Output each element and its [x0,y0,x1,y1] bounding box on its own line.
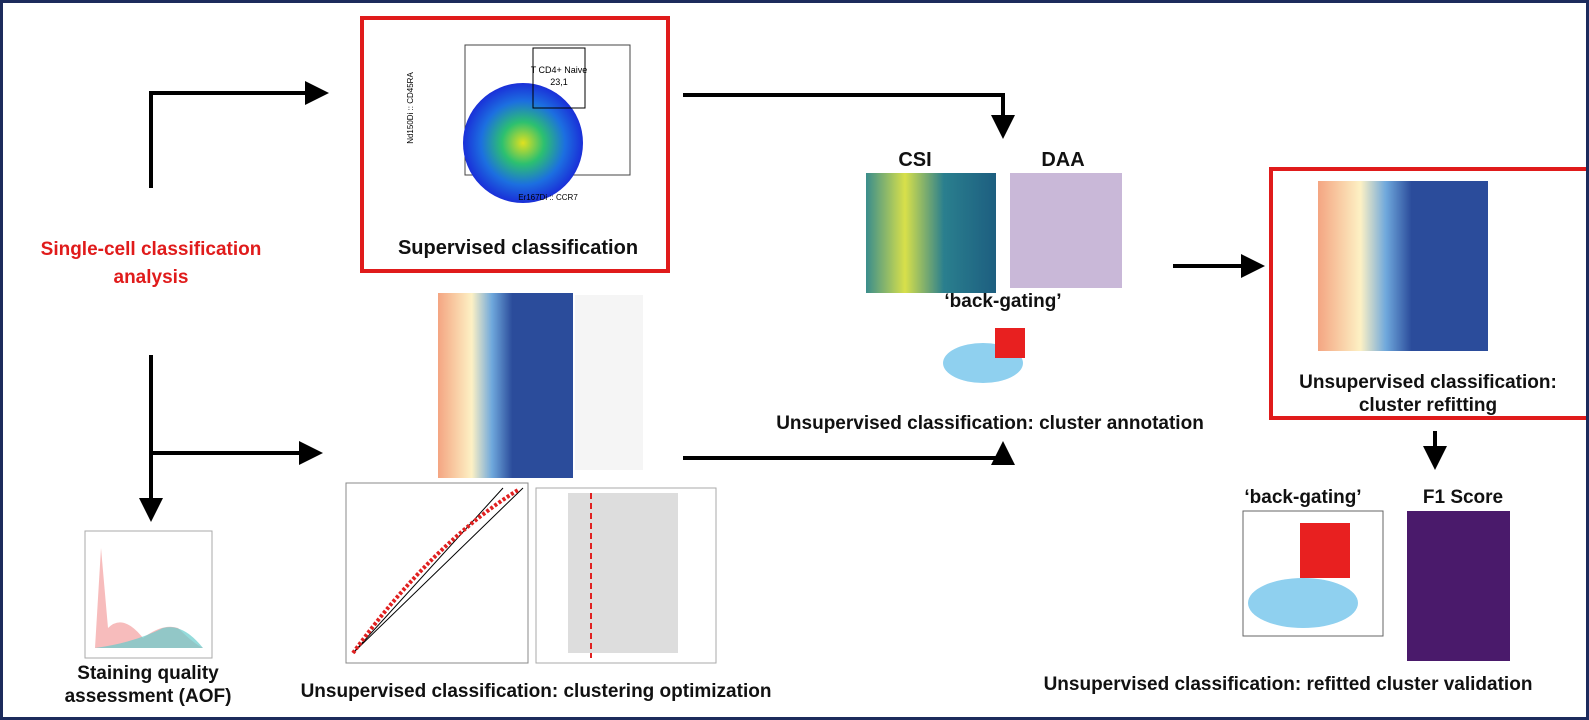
legend-image [575,295,643,470]
axis-label: Er167Di :: CCR7 [518,193,578,202]
heatmap [866,173,996,293]
caption: Unsupervised classification: refitted cl… [1043,674,1533,695]
heatmap [1318,181,1488,351]
title: Single-cell classification analysis [40,239,262,288]
caption: Supervised classification [397,237,639,259]
label: F1 Score [1422,487,1504,508]
heatmap [1407,511,1510,661]
axis-label: Nd150Di :: CD45RA [406,72,415,144]
gate-value: 23,1 [550,77,568,87]
backgating-plot [1242,510,1384,637]
caption: Unsupervised classification: clustering … [300,681,772,702]
graphics: Nd150Di :: CD45RA Er167Di :: CCR7 T CD4+… [84,16,1586,664]
label: DAA [1041,149,1085,171]
bar-plot [535,487,717,664]
caption: Staining quality assessment (AOF) [64,663,232,707]
label: ‘back-gating’ [1244,487,1362,508]
heatmap [438,293,573,478]
elbow-plot [345,482,529,664]
label: ‘back-gating’ [944,291,1062,312]
density-plot [84,530,213,659]
highlight-box [360,16,670,273]
backgating-plot [938,315,1038,390]
heatmap [1010,173,1122,288]
caption: Unsupervised classification: cluster ref… [1299,372,1557,416]
gate-label: T CD4+ Naive [531,65,588,75]
flow-plot: Nd150Di :: CD45RA Er167Di :: CCR7 T CD4+… [406,44,631,203]
highlight-box [1269,167,1586,420]
arrows [139,81,1447,522]
caption: Unsupervised classification: cluster ann… [776,413,1204,434]
label: CSI [898,149,932,171]
